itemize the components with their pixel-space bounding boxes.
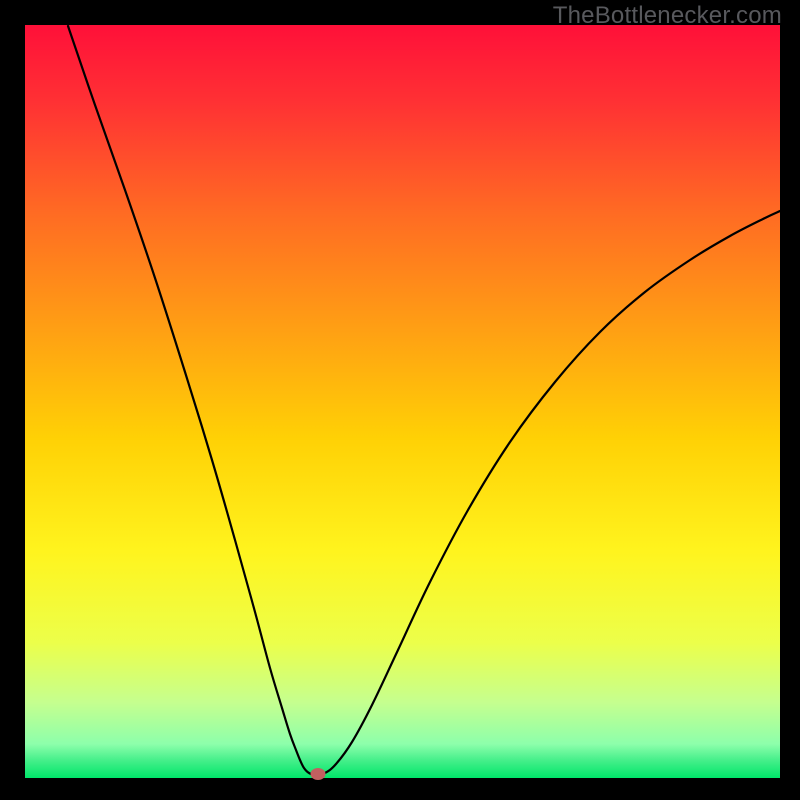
watermark-text: TheBottlenecker.com [553,2,782,30]
plot-area [25,25,780,778]
bottleneck-curve [25,25,780,778]
chart-container: TheBottlenecker.com [0,0,800,800]
optimal-point-marker [311,768,326,780]
